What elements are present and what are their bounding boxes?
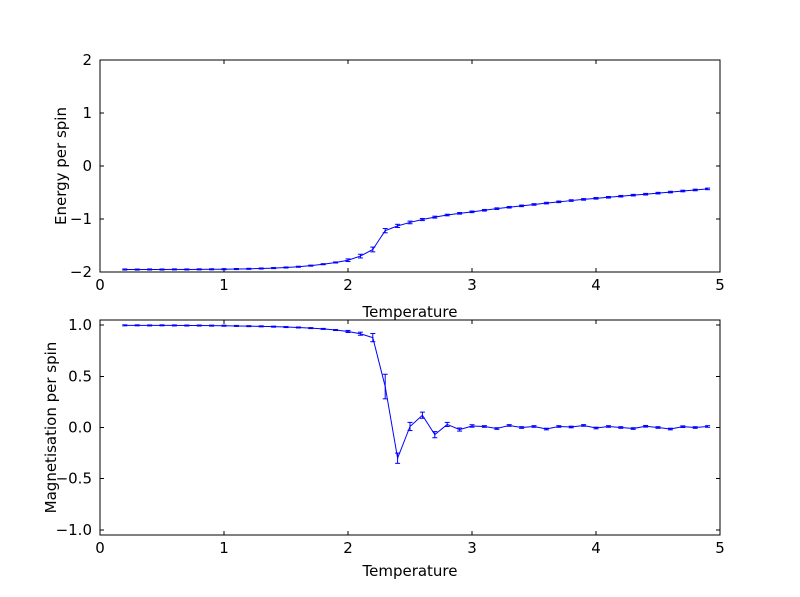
y-tick-label: −2	[70, 263, 92, 281]
x-axis-label: Temperature	[361, 562, 457, 580]
x-tick-label: 4	[591, 276, 601, 294]
y-tick-label: 1.0	[68, 316, 92, 334]
x-tick-label: 1	[219, 539, 229, 557]
x-tick-label: 2	[343, 539, 353, 557]
x-tick-label: 0	[95, 276, 105, 294]
y-tick-label: −1.0	[56, 521, 92, 539]
y-tick-label: 0.5	[68, 367, 92, 385]
subplot-1: 0 1 2 3 4 5 −2 −1 0 1 2 Temperature Energy per spin	[52, 51, 725, 321]
subplot-2: 0 1 2 3 4 5 −1.0 −0.5 0.0 0.5 1.0 Temperature Magnet…	[42, 316, 725, 580]
y-tick-label: 0	[82, 157, 92, 175]
y-axis-label: Magnetisation per spin	[42, 342, 60, 514]
axes-frame	[99, 59, 721, 273]
x-tick-label: 5	[715, 276, 725, 294]
y-tick-label: −1	[70, 210, 92, 228]
x-tick-label: 1	[219, 276, 229, 294]
x-axis-label: Temperature	[361, 303, 457, 321]
x-tick-label: 3	[467, 539, 477, 557]
y-axis-label: Energy per spin	[52, 107, 70, 225]
x-tick-label: 4	[591, 539, 601, 557]
x-tick-label: 5	[715, 539, 725, 557]
y-tick-label: 2	[82, 51, 92, 69]
data-line	[124, 188, 708, 271]
x-tick-label: 2	[343, 276, 353, 294]
y-tick-label: 1	[82, 104, 92, 122]
x-tick-label: 3	[467, 276, 477, 294]
y-tick-label: −0.5	[56, 470, 92, 488]
x-tick-label: 0	[95, 539, 105, 557]
data-line	[124, 324, 708, 461]
y-tick-label: 0.0	[68, 419, 92, 437]
